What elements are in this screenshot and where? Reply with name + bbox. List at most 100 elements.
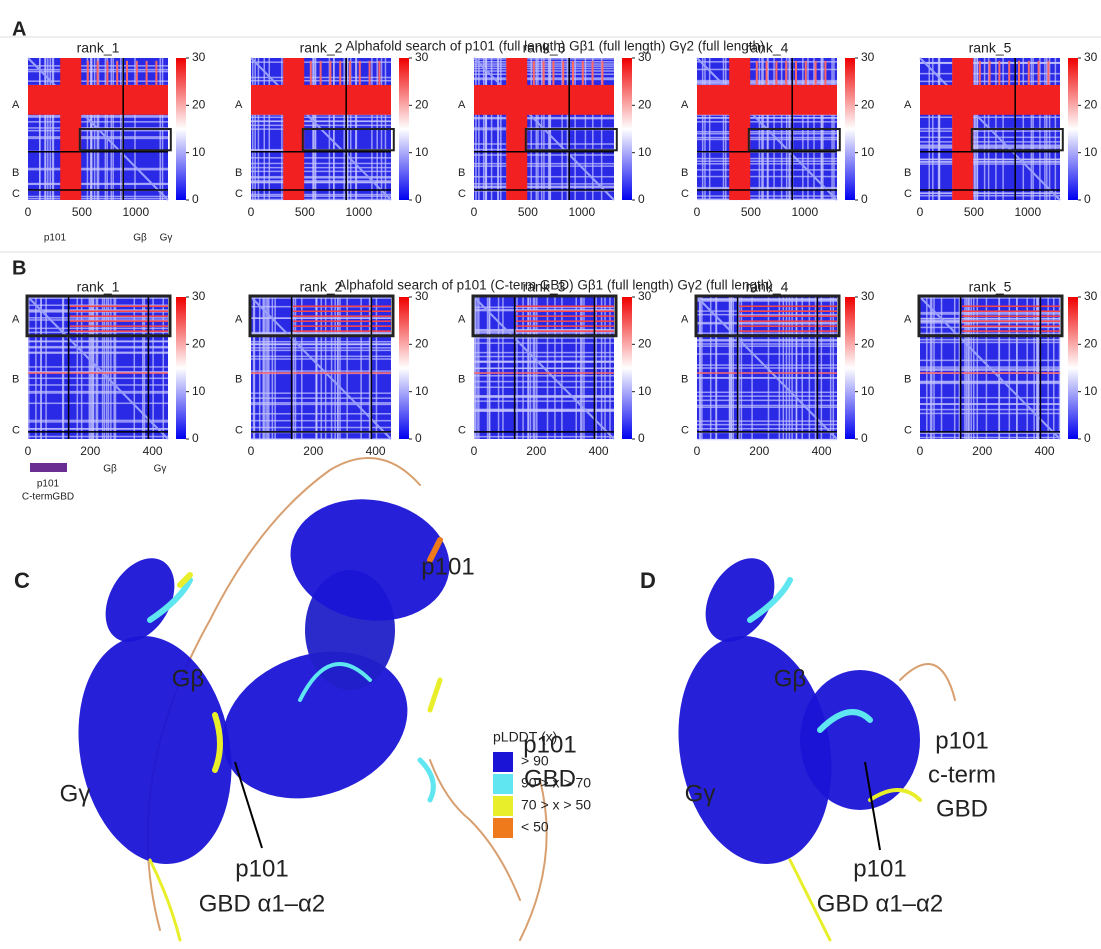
- map-band: [293, 330, 391, 332]
- map-stripe: [1047, 297, 1049, 439]
- map-stripe: [474, 395, 614, 397]
- y-label: B: [235, 167, 242, 179]
- map-band: [962, 315, 1060, 317]
- map-stripe: [920, 160, 1060, 163]
- map-band: [814, 60, 817, 85]
- map-band: [349, 60, 351, 85]
- map-stripe: [516, 297, 518, 439]
- y-label: C: [904, 424, 912, 436]
- structure-domain: [105, 558, 175, 642]
- map-band: [697, 372, 837, 374]
- map-stripe: [110, 297, 112, 439]
- map-band: [309, 60, 312, 85]
- map-stripe: [697, 121, 837, 123]
- structure-loop: [177, 572, 193, 588]
- y-label: C: [458, 188, 466, 200]
- map-band: [601, 60, 604, 85]
- map-stripe: [697, 322, 837, 325]
- colorbar-tick-label: 10: [415, 145, 429, 159]
- map-stripe: [920, 381, 1060, 383]
- colorbar-tick-label: 20: [1084, 337, 1098, 351]
- map-stripe: [701, 297, 703, 439]
- x-tick-label: 1000: [791, 205, 818, 219]
- contact-map: [917, 294, 1064, 440]
- map-stripe: [107, 297, 110, 439]
- rank-title: rank_1: [77, 40, 120, 56]
- legend-swatch: [493, 774, 513, 794]
- x-tick-label: 500: [518, 205, 538, 219]
- map-stripe: [334, 297, 336, 439]
- map-band: [542, 60, 545, 85]
- map-band: [145, 60, 148, 85]
- map-stripe: [263, 58, 266, 200]
- y-label: C: [235, 424, 243, 436]
- map-band: [962, 310, 1060, 312]
- map-stripe: [697, 298, 837, 300]
- map-stripe: [920, 317, 1060, 320]
- map-stripe: [474, 143, 614, 145]
- map-stripe: [970, 297, 972, 439]
- map-stripe: [113, 297, 115, 439]
- x-tick-label: 400: [366, 444, 386, 458]
- x-tick-label: 200: [972, 444, 992, 458]
- map-stripe: [708, 58, 711, 200]
- map-stripe: [829, 297, 832, 439]
- map-band: [70, 330, 168, 332]
- map-stripe: [920, 147, 1060, 149]
- map-stripe: [28, 297, 168, 300]
- map-stripe: [274, 297, 276, 439]
- map-stripe: [1058, 297, 1061, 439]
- map-stripe: [474, 342, 614, 344]
- map-stripe: [820, 297, 823, 439]
- panel-title: Alphafold search of p101 (full length) G…: [346, 39, 765, 54]
- colorbar: [622, 297, 632, 439]
- rank-title: rank_3: [523, 279, 566, 295]
- map-stripe: [808, 297, 811, 439]
- map-band: [319, 60, 322, 85]
- structure-loop: [519, 779, 548, 941]
- x-tick-label: 0: [25, 444, 32, 458]
- map-band: [962, 330, 1060, 332]
- x-tick-label: 0: [694, 205, 701, 219]
- map-stripe: [715, 297, 717, 439]
- map-stripe: [28, 167, 168, 170]
- colorbar-tick-label: 0: [861, 192, 868, 206]
- map-stripe: [1008, 297, 1011, 439]
- map-stripe: [474, 185, 614, 188]
- colorbar-tick-label: 20: [415, 337, 429, 351]
- map-stripe: [958, 297, 961, 439]
- x-tick-label: 1000: [122, 205, 149, 219]
- map-stripe: [251, 124, 391, 127]
- map-band: [293, 310, 391, 312]
- map-stripe: [697, 395, 837, 397]
- map-stripe: [1033, 297, 1035, 439]
- map-stripe: [697, 377, 837, 379]
- colorbar-tick-label: 0: [638, 192, 645, 206]
- map-stripe: [920, 141, 1060, 143]
- colorbar-tick-label: 20: [638, 337, 652, 351]
- map-band: [70, 325, 168, 327]
- highlight-box: [248, 294, 395, 338]
- map-band: [28, 84, 168, 115]
- map-stripe: [497, 297, 500, 439]
- map-stripe: [486, 297, 489, 439]
- map-stripe: [474, 400, 614, 402]
- y-label: C: [235, 188, 243, 200]
- x-tick-label: 500: [295, 205, 315, 219]
- map-stripe: [251, 355, 391, 358]
- map-band: [739, 315, 837, 317]
- map-stripe: [938, 58, 940, 200]
- x-tick-label: 0: [917, 205, 924, 219]
- contact-map: [25, 294, 172, 440]
- map-stripe: [474, 58, 614, 60]
- y-label: A: [12, 99, 20, 111]
- colorbar-tick-label: 10: [192, 145, 206, 159]
- map-band: [293, 305, 391, 308]
- map-stripe: [251, 333, 391, 335]
- structure-loop: [212, 712, 223, 773]
- map-band: [1037, 60, 1040, 85]
- map-stripe: [476, 297, 478, 439]
- map-stripe: [266, 297, 269, 439]
- map-band: [765, 60, 768, 85]
- map-stripe: [920, 297, 1060, 299]
